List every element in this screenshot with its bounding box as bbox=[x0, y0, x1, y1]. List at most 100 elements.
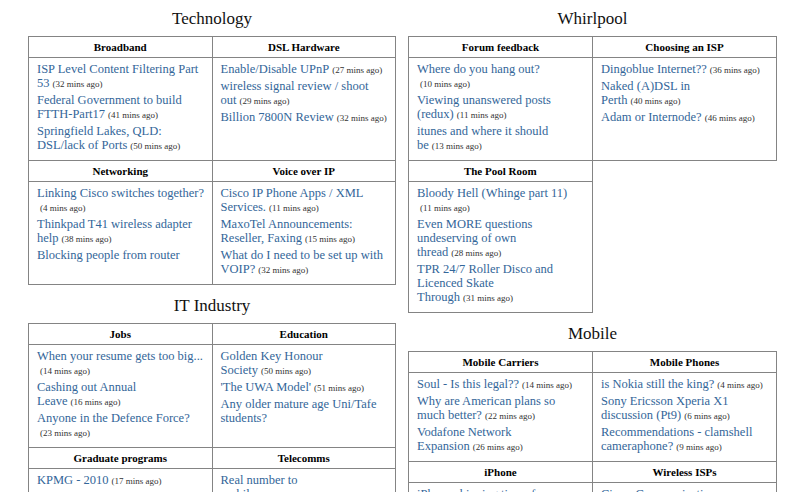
thread-timestamp: (11 mins ago) bbox=[457, 110, 507, 120]
thread-item: Springfield Lakes, QLD: DSL/lack of Port… bbox=[37, 124, 205, 152]
thread-item: Adam or Internode?(46 mins ago) bbox=[601, 110, 769, 124]
forum-category-header-broadband[interactable]: Broadband bbox=[29, 37, 213, 58]
thread-link[interactable]: Billion 7800N Review bbox=[221, 110, 334, 124]
thread-item: Federal Government to build FTTH-Part17(… bbox=[37, 93, 205, 121]
thread-timestamp: (41 mins ago) bbox=[108, 110, 158, 120]
pool-room-table: The Pool Room Bloody Hell (Whinge part 1… bbox=[408, 160, 593, 313]
forum-cell-iphone: iPhone shipping times from Apple store..… bbox=[409, 483, 593, 492]
thread-timestamp: (50 mins ago) bbox=[261, 366, 311, 376]
forum-cell-forum-feedback: Where do you hang out? (10 mins ago) View… bbox=[409, 58, 593, 161]
thread-timestamp: (36 mins ago) bbox=[710, 65, 760, 75]
thread-timestamp: (38 mins ago) bbox=[62, 234, 112, 244]
forum-category-header-iphone[interactable]: iPhone bbox=[409, 462, 593, 483]
thread-timestamp: (15 mins ago) bbox=[305, 234, 355, 244]
thread-link[interactable]: KPMG - 2010 bbox=[37, 473, 109, 487]
forum-category-header-the-pool-room[interactable]: The Pool Room bbox=[409, 161, 593, 182]
forum-category-header-voip[interactable]: Voice over IP bbox=[212, 161, 396, 182]
forum-category-header-graduate-programs[interactable]: Graduate programs bbox=[29, 448, 213, 469]
thread-timestamp: (32 mins ago) bbox=[53, 79, 103, 89]
section-title-whirlpool: Whirlpool bbox=[408, 8, 777, 29]
forum-category-header-education[interactable]: Education bbox=[212, 324, 396, 345]
thread-item: Sony Ericsson Xperia X1 discussion (Pt9)… bbox=[601, 394, 769, 422]
thread-timestamp: (40 mins ago) bbox=[630, 96, 680, 106]
thread-item: Vodafone Network Expansion(26 mins ago) bbox=[417, 425, 585, 453]
thread-timestamp: (22 mins ago) bbox=[485, 411, 535, 421]
thread-timestamp: (11 mins ago) bbox=[269, 203, 319, 213]
thread-item: Viewing unanswered posts (redux)(11 mins… bbox=[417, 93, 585, 121]
thread-timestamp: (46 mins ago) bbox=[705, 113, 755, 123]
forum-cell-graduate-programs: KPMG - 2010(17 mins ago) Woodside - 2010… bbox=[29, 469, 213, 492]
section-title-mobile: Mobile bbox=[408, 323, 777, 344]
thread-link[interactable]: Cirrus Communications Customer 's Thread bbox=[601, 487, 721, 492]
forum-category-header-mobile-phones[interactable]: Mobile Phones bbox=[593, 352, 777, 373]
thread-item: Cisco IP Phone Apps / XML Services.(11 m… bbox=[221, 186, 389, 214]
thread-item: Real number to mobile(41 mins ago) bbox=[221, 473, 389, 492]
thread-link[interactable]: When your resume gets too big... bbox=[37, 349, 203, 363]
thread-link[interactable]: 'The UWA Model' bbox=[221, 380, 312, 394]
thread-item: ISP Level Content Filtering Part 53(32 m… bbox=[37, 62, 205, 90]
thread-item: Bloody Hell (Whinge part 11) (11 mins ago… bbox=[417, 186, 585, 214]
forum-index-page: Technology Broadband DSL Hardware ISP Le… bbox=[0, 0, 800, 492]
forum-cell-voip: Cisco IP Phone Apps / XML Services.(11 m… bbox=[212, 182, 396, 285]
thread-timestamp: (16 mins ago) bbox=[71, 397, 121, 407]
thread-item: 'The UWA Model'(51 mins ago) bbox=[221, 380, 389, 394]
right-column: Whirlpool Forum feedback Choosing an ISP… bbox=[408, 0, 777, 492]
forum-category-header-wireless-isps[interactable]: Wireless ISPs bbox=[593, 462, 777, 483]
forum-category-header-mobile-carriers[interactable]: Mobile Carriers bbox=[409, 352, 593, 373]
thread-item: wireless signal review / shoot out(29 mi… bbox=[221, 79, 389, 107]
forum-cell-mobile-phones: is Nokia still the king?(4 mins ago) Son… bbox=[593, 373, 777, 462]
thread-item: Golden Key Honour Society(50 mins ago) bbox=[221, 349, 389, 377]
forum-category-header-networking[interactable]: Networking bbox=[29, 161, 213, 182]
forum-cell-the-pool-room: Bloody Hell (Whinge part 11) (11 mins ago… bbox=[409, 182, 593, 313]
thread-link[interactable]: Where do you hang out? bbox=[417, 62, 540, 76]
thread-timestamp: (6 mins ago) bbox=[684, 411, 730, 421]
section-title-it-industry: IT Industry bbox=[28, 295, 396, 316]
thread-timestamp: (14 mins ago) bbox=[40, 366, 90, 376]
thread-link[interactable]: Any older mature age Uni/Tafe students? bbox=[221, 397, 377, 425]
forum-category-header-jobs[interactable]: Jobs bbox=[29, 324, 213, 345]
thread-item: Soul - Is this legal??(14 mins ago) bbox=[417, 377, 585, 391]
thread-item: Even MORE questions undeserving of own t… bbox=[417, 217, 585, 259]
thread-link[interactable]: Blocking people from router bbox=[37, 248, 180, 262]
thread-timestamp: (4 mins ago) bbox=[40, 203, 86, 213]
forum-category-header-forum-feedback[interactable]: Forum feedback bbox=[409, 37, 593, 58]
thread-link[interactable]: Anyone in the Defence Force? bbox=[37, 411, 190, 425]
thread-timestamp: (9 mins ago) bbox=[676, 442, 722, 452]
thread-timestamp: (14 mins ago) bbox=[522, 380, 572, 390]
forum-cell-dsl-hardware: Enable/Disable UPnP(27 mins ago) wireles… bbox=[212, 58, 396, 161]
thread-item: When your resume gets too big... (14 mins… bbox=[37, 349, 205, 377]
thread-link[interactable]: Adam or Internode? bbox=[601, 110, 702, 124]
forum-cell-mobile-carriers: Soul - Is this legal??(14 mins ago) Why … bbox=[409, 373, 593, 462]
forum-cell-jobs: When your resume gets too big... (14 mins… bbox=[29, 345, 213, 448]
thread-item: Where do you hang out? (10 mins ago) bbox=[417, 62, 585, 90]
thread-timestamp: (10 mins ago) bbox=[420, 79, 470, 89]
thread-link[interactable]: Soul - Is this legal?? bbox=[417, 377, 519, 391]
thread-timestamp: (51 mins ago) bbox=[314, 383, 364, 393]
thread-link[interactable]: Thinkpad T41 wireless adapter help bbox=[37, 217, 192, 245]
thread-timestamp: (28 mins ago) bbox=[451, 248, 501, 258]
thread-item: itunes and where it should be(13 mins ag… bbox=[417, 124, 585, 152]
forum-category-header-dsl-hardware[interactable]: DSL Hardware bbox=[212, 37, 396, 58]
forum-category-header-choosing-an-isp[interactable]: Choosing an ISP bbox=[593, 37, 777, 58]
thread-link[interactable]: Bloody Hell (Whinge part 11) bbox=[417, 186, 567, 200]
thread-timestamp: (23 mins ago) bbox=[40, 428, 90, 438]
thread-link[interactable]: Linking Cisco switches together? bbox=[37, 186, 204, 200]
thread-link[interactable]: Dingoblue Internet?? bbox=[601, 62, 707, 76]
thread-item: MaxoTel Announcements: Reseller, Faxing(… bbox=[221, 217, 389, 245]
thread-timestamp: (27 mins ago) bbox=[332, 65, 382, 75]
it-industry-table: Jobs Education When your resume gets too… bbox=[28, 323, 396, 492]
thread-link[interactable]: Enable/Disable UPnP bbox=[221, 62, 330, 76]
thread-item: Cashing out Annual Leave(16 mins ago) bbox=[37, 380, 205, 408]
thread-link[interactable]: iPhone shipping times from Apple store.. bbox=[417, 487, 556, 492]
thread-item: Enable/Disable UPnP(27 mins ago) bbox=[221, 62, 389, 76]
thread-timestamp: (11 mins ago) bbox=[420, 203, 470, 213]
thread-link[interactable]: is Nokia still the king? bbox=[601, 377, 714, 391]
thread-item: Anyone in the Defence Force? (23 mins ago… bbox=[37, 411, 205, 439]
thread-item: KPMG - 2010(17 mins ago) bbox=[37, 473, 205, 487]
forum-cell-wireless-isps: Cirrus Communications Customer 's Thread… bbox=[593, 483, 777, 492]
thread-timestamp: (50 mins ago) bbox=[130, 141, 180, 151]
thread-timestamp: (13 mins ago) bbox=[432, 141, 482, 151]
thread-timestamp: (32 mins ago) bbox=[337, 113, 387, 123]
forum-category-header-telecomms[interactable]: Telecomms bbox=[212, 448, 396, 469]
thread-timestamp: (31 mins ago) bbox=[463, 293, 513, 303]
